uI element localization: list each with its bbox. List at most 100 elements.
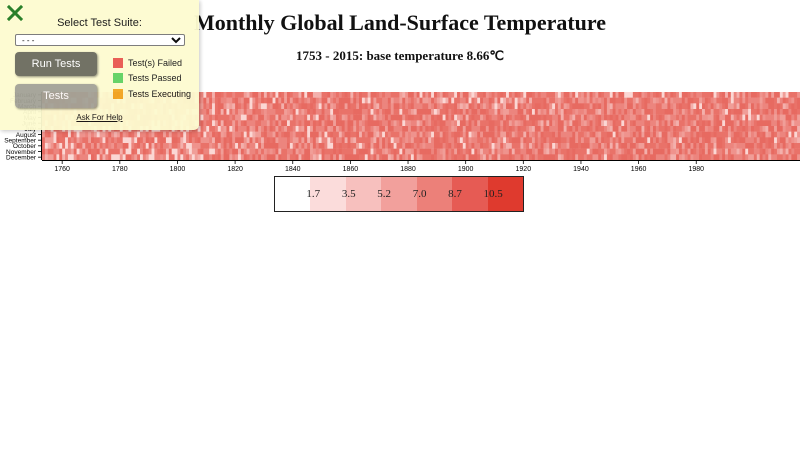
heatmap-cell: [249, 109, 253, 115]
heatmap-cell: [647, 137, 651, 144]
heatmap-cell: [232, 137, 236, 144]
heatmap-cell: [128, 137, 132, 144]
heatmap-cell: [575, 131, 579, 138]
heatmap-cell: [681, 97, 686, 104]
heatmap-cell: [661, 114, 665, 121]
heatmap-cell: [445, 109, 449, 115]
heatmap-cell: [321, 92, 325, 98]
heatmap-cell: [667, 143, 671, 149]
heatmap-cell: [756, 137, 761, 144]
heatmap-cell: [702, 154, 706, 161]
heatmap-cell: [791, 114, 795, 121]
heatmap-cell: [782, 143, 786, 149]
heatmap-cell: [361, 131, 366, 138]
heatmap-cell: [364, 154, 369, 161]
heatmap-cell: [638, 114, 642, 121]
heatmap-cell: [774, 97, 778, 104]
heatmap-cell: [575, 109, 579, 115]
heatmap-cell: [627, 92, 631, 98]
heatmap-cell: [459, 120, 464, 127]
heatmap-cell: [174, 143, 178, 149]
ask-for-help-link[interactable]: Ask For Help: [76, 113, 123, 122]
heatmap-cell: [347, 120, 351, 127]
heatmap-cell: [687, 92, 691, 98]
heatmap-cell: [384, 109, 389, 115]
heatmap-cell: [497, 148, 501, 155]
heatmap-cell: [462, 103, 467, 110]
heatmap-cell: [788, 92, 792, 98]
heatmap-cell: [722, 154, 726, 161]
heatmap-cell: [560, 109, 565, 115]
heatmap-cell: [748, 114, 752, 121]
heatmap-cell: [655, 103, 660, 110]
heatmap-cell: [76, 154, 80, 161]
heatmap-cell: [67, 154, 72, 161]
heatmap-cell: [583, 126, 588, 132]
heatmap-cell: [650, 131, 654, 138]
heatmap-cell: [356, 120, 360, 127]
heatmap-cell: [370, 131, 374, 138]
heatmap-cell: [569, 109, 573, 115]
heatmap-cell: [586, 109, 590, 115]
heatmap-cell: [410, 143, 415, 149]
heatmap-cell: [310, 114, 314, 121]
heatmap-cell: [390, 114, 395, 121]
heatmap-cell: [376, 148, 380, 155]
close-icon[interactable]: [7, 5, 23, 21]
heatmap-cell: [572, 97, 576, 104]
heatmap-cell: [353, 154, 357, 161]
heatmap-cell: [151, 148, 155, 155]
heatmap-cell: [318, 103, 322, 110]
heatmap-cell: [393, 97, 397, 104]
heatmap-cell: [759, 109, 763, 115]
heatmap-cell: [419, 131, 423, 138]
heatmap-cell: [338, 109, 343, 115]
heatmap-cell: [762, 120, 766, 127]
heatmap-cell: [704, 97, 709, 104]
heatmap-cell: [321, 131, 325, 138]
heatmap-cell: [422, 137, 426, 144]
tests-button[interactable]: Tests: [15, 84, 97, 108]
heatmap-cell: [681, 114, 686, 121]
heatmap-cell: [488, 103, 493, 110]
heatmap-cell: [678, 137, 683, 144]
heatmap-cell: [315, 114, 320, 121]
heatmap-cell: [154, 137, 158, 144]
heatmap-cell: [604, 92, 608, 98]
heatmap-cell: [598, 120, 602, 127]
run-tests-button[interactable]: Run Tests: [15, 52, 97, 76]
panel-title: Select Test Suite:: [57, 17, 142, 29]
heatmap-cell: [62, 154, 66, 161]
heatmap-cell: [237, 103, 242, 110]
heatmap-cell: [756, 97, 761, 104]
test-suite-select[interactable]: - - -: [15, 34, 185, 46]
heatmap-cell: [379, 126, 383, 132]
heatmap-cell: [785, 154, 789, 161]
heatmap-cell: [289, 109, 294, 115]
heatmap-cell: [278, 114, 282, 121]
heatmap-cell: [344, 137, 348, 144]
heatmap-cell: [508, 120, 513, 127]
heatmap-cell: [134, 143, 138, 149]
heatmap-cell: [399, 97, 403, 104]
heatmap-cell: [295, 97, 299, 104]
heatmap-cell: [232, 154, 236, 161]
heatmap-cell: [183, 131, 187, 138]
heatmap-cell: [82, 131, 86, 138]
heatmap-cell: [742, 109, 746, 115]
heatmap-cell: [517, 126, 521, 132]
heatmap-cell: [255, 154, 259, 161]
heatmap-cell: [445, 137, 449, 144]
heatmap-cell: [650, 97, 654, 104]
heatmap-cell: [454, 137, 458, 144]
heatmap-cell: [402, 137, 406, 144]
heatmap-cell: [269, 103, 273, 110]
heatmap-cell: [716, 120, 720, 127]
heatmap-cell: [258, 97, 262, 104]
heatmap-cell: [85, 148, 89, 155]
heatmap-cell: [736, 148, 740, 155]
heatmap-cell: [235, 103, 239, 110]
heatmap-cell: [240, 148, 245, 155]
heatmap-cell: [546, 103, 550, 110]
heatmap-cell: [137, 154, 141, 161]
